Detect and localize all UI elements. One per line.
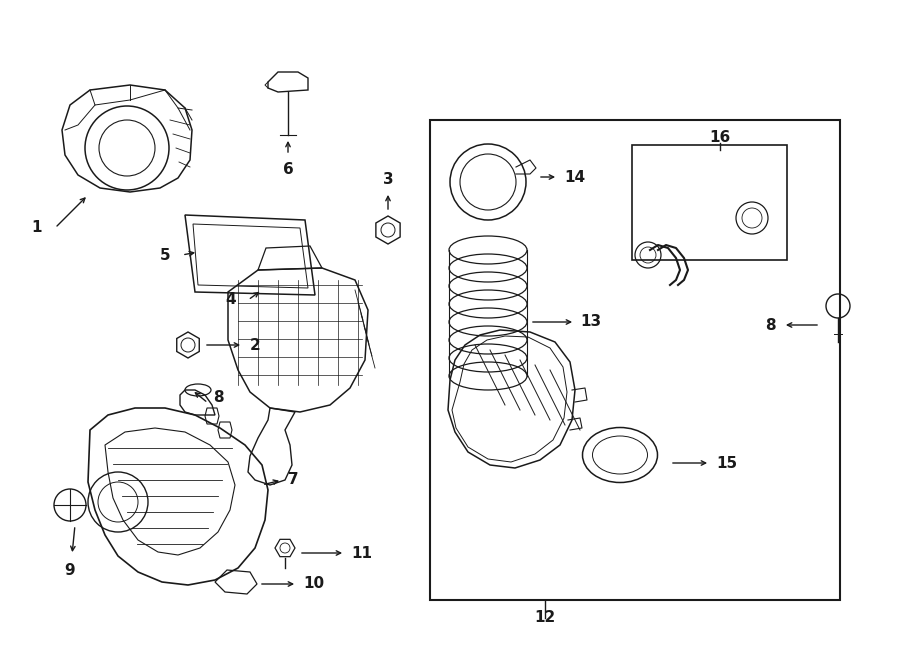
Text: 15: 15 <box>716 455 737 471</box>
Text: 2: 2 <box>250 338 261 352</box>
Text: 14: 14 <box>564 169 585 184</box>
Text: 3: 3 <box>382 172 393 187</box>
Text: 16: 16 <box>709 130 731 145</box>
Text: 11: 11 <box>351 545 372 561</box>
Text: 10: 10 <box>303 576 324 592</box>
Text: 9: 9 <box>65 563 76 578</box>
Text: 8: 8 <box>765 317 776 332</box>
Text: 7: 7 <box>288 473 299 488</box>
Text: 1: 1 <box>32 221 42 235</box>
Text: 5: 5 <box>159 247 170 262</box>
Text: 12: 12 <box>535 611 555 625</box>
Text: 6: 6 <box>283 162 293 177</box>
Text: 13: 13 <box>580 315 601 329</box>
Text: 8: 8 <box>213 391 223 405</box>
Bar <box>632 145 787 260</box>
Bar <box>430 120 840 600</box>
Text: 4: 4 <box>225 293 236 307</box>
